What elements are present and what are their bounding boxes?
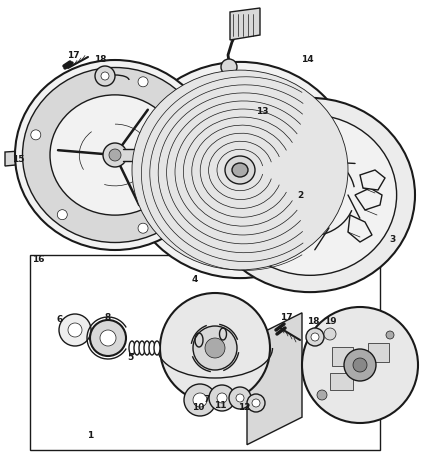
FancyBboxPatch shape <box>368 342 388 361</box>
Text: 3: 3 <box>390 236 396 245</box>
Circle shape <box>193 393 207 407</box>
Circle shape <box>317 390 327 400</box>
Circle shape <box>282 167 338 223</box>
Circle shape <box>252 399 260 407</box>
FancyBboxPatch shape <box>330 372 353 390</box>
Ellipse shape <box>213 145 267 195</box>
Circle shape <box>57 209 67 219</box>
Circle shape <box>302 307 418 423</box>
Ellipse shape <box>150 87 330 253</box>
Ellipse shape <box>22 67 207 243</box>
Circle shape <box>187 177 197 187</box>
Ellipse shape <box>141 78 339 262</box>
Text: 4: 4 <box>192 276 198 285</box>
Text: 8: 8 <box>105 314 111 323</box>
Ellipse shape <box>50 95 180 215</box>
Circle shape <box>138 223 148 233</box>
Circle shape <box>209 385 235 411</box>
Text: 5: 5 <box>127 353 133 362</box>
Circle shape <box>101 72 109 80</box>
Ellipse shape <box>204 137 276 203</box>
Circle shape <box>306 328 324 346</box>
Text: 2: 2 <box>297 190 303 200</box>
Polygon shape <box>230 8 260 40</box>
Circle shape <box>59 314 91 346</box>
Circle shape <box>160 293 270 403</box>
Ellipse shape <box>125 62 355 278</box>
Circle shape <box>205 338 225 358</box>
Circle shape <box>229 387 251 409</box>
Ellipse shape <box>223 114 397 276</box>
FancyBboxPatch shape <box>331 346 353 365</box>
Polygon shape <box>348 215 372 242</box>
Circle shape <box>193 326 237 370</box>
Polygon shape <box>360 170 385 190</box>
Ellipse shape <box>205 98 415 292</box>
Text: 17: 17 <box>67 51 79 60</box>
Circle shape <box>353 358 367 372</box>
Text: 19: 19 <box>324 317 337 326</box>
Circle shape <box>31 130 41 140</box>
Polygon shape <box>5 148 68 166</box>
Ellipse shape <box>15 60 215 250</box>
Polygon shape <box>355 188 382 210</box>
Circle shape <box>236 394 244 402</box>
Circle shape <box>191 136 201 146</box>
Circle shape <box>344 349 376 381</box>
Ellipse shape <box>225 156 255 184</box>
Circle shape <box>95 66 115 86</box>
Circle shape <box>311 333 319 341</box>
Text: 14: 14 <box>301 56 313 65</box>
Ellipse shape <box>159 95 321 245</box>
Circle shape <box>100 330 116 346</box>
Ellipse shape <box>132 70 348 270</box>
Ellipse shape <box>139 341 145 355</box>
Text: 7: 7 <box>204 396 210 405</box>
Polygon shape <box>30 255 380 450</box>
Text: 1: 1 <box>87 430 93 439</box>
Text: 18: 18 <box>307 317 319 326</box>
Circle shape <box>109 149 121 161</box>
Ellipse shape <box>144 341 150 355</box>
Circle shape <box>138 77 148 87</box>
Polygon shape <box>247 313 302 445</box>
Ellipse shape <box>195 128 285 212</box>
Circle shape <box>296 181 324 209</box>
Text: 18: 18 <box>94 56 106 65</box>
Ellipse shape <box>177 112 303 228</box>
Text: 12: 12 <box>238 403 250 412</box>
Circle shape <box>386 331 394 339</box>
Circle shape <box>217 393 227 403</box>
Text: 17: 17 <box>280 314 292 323</box>
Text: 10: 10 <box>192 403 204 412</box>
Ellipse shape <box>149 341 155 355</box>
Circle shape <box>162 147 178 163</box>
Circle shape <box>184 384 216 416</box>
Circle shape <box>90 320 126 356</box>
Circle shape <box>247 394 265 412</box>
Circle shape <box>324 328 336 340</box>
Text: 13: 13 <box>256 107 268 116</box>
Text: 11: 11 <box>214 400 226 409</box>
Ellipse shape <box>129 341 135 355</box>
Circle shape <box>103 143 127 167</box>
Text: 6: 6 <box>57 315 63 324</box>
Circle shape <box>68 323 82 337</box>
Ellipse shape <box>168 104 312 237</box>
Ellipse shape <box>186 120 294 220</box>
Ellipse shape <box>232 163 248 177</box>
Circle shape <box>221 59 237 75</box>
Text: 16: 16 <box>32 256 44 265</box>
Ellipse shape <box>154 341 160 355</box>
Ellipse shape <box>134 341 140 355</box>
Text: 15: 15 <box>12 155 24 164</box>
